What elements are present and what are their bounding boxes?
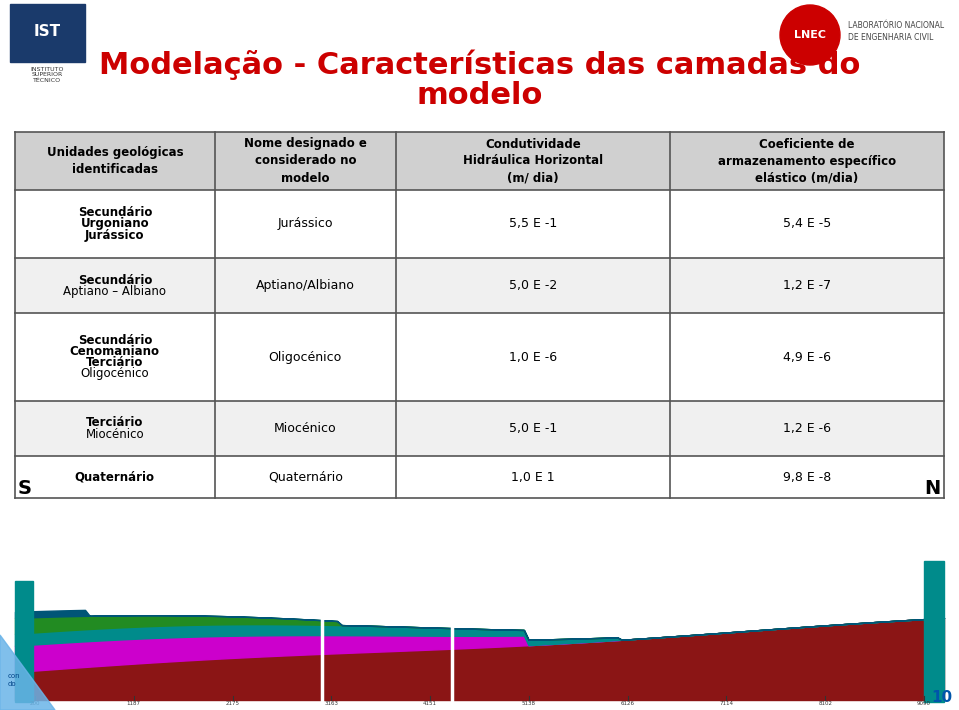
Text: Oligocénico: Oligocénico	[81, 367, 150, 380]
Circle shape	[780, 5, 840, 65]
Text: Secundário: Secundário	[78, 334, 152, 347]
Text: 1,2 E -7: 1,2 E -7	[783, 279, 831, 292]
Text: Condutividade
Hidráulica Horizontal
(m/ dia): Condutividade Hidráulica Horizontal (m/ …	[463, 138, 603, 185]
Bar	[15, 581, 33, 702]
Text: IST: IST	[34, 25, 60, 40]
Bar	[15, 401, 944, 456]
Text: 3163: 3163	[324, 701, 339, 706]
Bar	[15, 190, 944, 258]
Text: N: N	[924, 479, 941, 498]
Text: 200: 200	[30, 701, 40, 706]
Text: Oligocénico: Oligocénico	[269, 351, 342, 364]
Text: Urgoniano: Urgoniano	[81, 217, 150, 231]
Text: 8102: 8102	[818, 701, 832, 706]
Text: 5138: 5138	[522, 701, 536, 706]
Bar	[15, 456, 944, 498]
Text: 10: 10	[931, 690, 952, 705]
Bar	[10, 4, 85, 62]
Text: Aptiano – Albiano: Aptiano – Albiano	[63, 285, 166, 297]
Text: 2175: 2175	[225, 701, 240, 706]
Text: 1,2 E -6: 1,2 E -6	[783, 422, 830, 435]
Text: Miocénico: Miocénico	[85, 427, 144, 440]
Text: modelo: modelo	[417, 82, 543, 111]
Text: 1,0 E -6: 1,0 E -6	[509, 351, 557, 364]
Text: Aptiano/Albiano: Aptiano/Albiano	[256, 279, 355, 292]
Text: 5,0 E -1: 5,0 E -1	[509, 422, 557, 435]
Text: S: S	[18, 479, 32, 498]
Text: Miocénico: Miocénico	[274, 422, 337, 435]
Text: Quaternário: Quaternário	[268, 471, 342, 484]
Text: 9090: 9090	[917, 701, 931, 706]
Bar	[15, 132, 944, 190]
Text: DE ENGENHARIA CIVIL: DE ENGENHARIA CIVIL	[848, 33, 933, 41]
Text: 9,8 E -8: 9,8 E -8	[783, 471, 831, 484]
Text: con
do: con do	[8, 674, 21, 687]
Text: 1187: 1187	[127, 701, 141, 706]
Text: 6126: 6126	[620, 701, 635, 706]
Text: 4,9 E -6: 4,9 E -6	[783, 351, 830, 364]
Text: Secundário: Secundário	[78, 273, 152, 287]
Polygon shape	[0, 635, 55, 710]
Text: 7114: 7114	[719, 701, 734, 706]
Bar	[15, 500, 944, 702]
Bar	[15, 313, 944, 401]
Text: LABORATÓRIO NACIONAL: LABORATÓRIO NACIONAL	[848, 21, 944, 30]
Text: Nome designado e
considerado no
modelo: Nome designado e considerado no modelo	[244, 138, 366, 185]
Text: INSTITUTO
SUPERIOR
TÉCNICO: INSTITUTO SUPERIOR TÉCNICO	[31, 67, 63, 83]
Text: 4151: 4151	[423, 701, 437, 706]
Text: Jurássico: Jurássico	[277, 217, 333, 231]
Text: 5,5 E -1: 5,5 E -1	[509, 217, 557, 231]
Text: Modelação - Características das camadas do: Modelação - Características das camadas …	[100, 50, 860, 80]
Bar	[924, 561, 944, 702]
Text: Jurássico: Jurássico	[85, 229, 145, 241]
Text: Terciário: Terciário	[86, 417, 144, 430]
Text: Terciário: Terciário	[86, 356, 144, 369]
Text: 5,0 E -2: 5,0 E -2	[509, 279, 557, 292]
Text: Coeficiente de
armazenamento específico
elástico (m/dia): Coeficiente de armazenamento específico …	[718, 138, 896, 185]
Text: Unidades geológicas
identificadas: Unidades geológicas identificadas	[47, 146, 183, 176]
Text: Secundário: Secundário	[78, 207, 152, 219]
Text: Cenomaniano: Cenomaniano	[70, 345, 160, 358]
Bar	[15, 258, 944, 313]
Text: 1,0 E 1: 1,0 E 1	[511, 471, 554, 484]
Text: 5,4 E -5: 5,4 E -5	[783, 217, 831, 231]
Text: Quaternário: Quaternário	[75, 471, 154, 484]
Text: LNEC: LNEC	[794, 30, 826, 40]
